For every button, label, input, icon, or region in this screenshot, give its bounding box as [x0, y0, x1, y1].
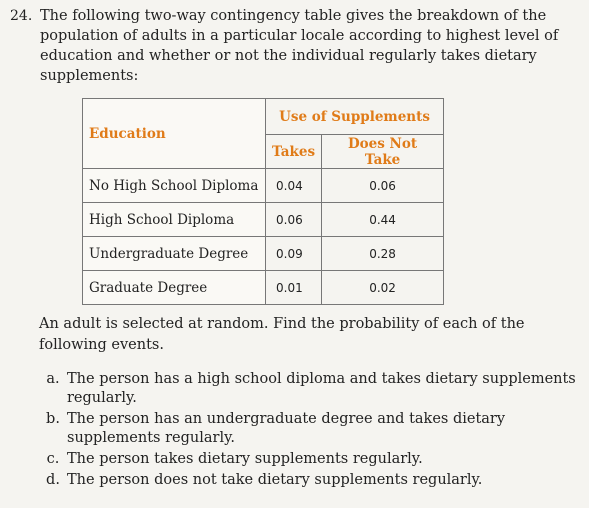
cell-takes: 0.06 — [264, 202, 323, 237]
column-header-takes: Takes — [264, 134, 323, 169]
row-label: Undergraduate Degree — [82, 236, 266, 271]
problem-number: 24. — [10, 8, 33, 24]
cell-takes: 0.09 — [264, 236, 323, 271]
part-letter: b. — [46, 411, 60, 427]
list-item: d. The person does not take dietary supp… — [39, 471, 579, 490]
part-text: The person takes dietary supplements reg… — [67, 451, 423, 467]
part-letter: a. — [46, 371, 60, 387]
part-text: The person has an undergraduate degree a… — [67, 411, 506, 446]
list-item: a. The person has a high school diploma … — [39, 370, 579, 408]
table-row: Graduate Degree 0.01 0.02 — [82, 270, 445, 305]
cell-takes: 0.01 — [264, 270, 323, 305]
cell-does-not-take: 0.06 — [321, 168, 445, 203]
row-header-education: Education — [82, 98, 266, 169]
list-item: b. The person has an undergraduate degre… — [39, 410, 579, 448]
instruction-text: An adult is selected at random. Find the… — [39, 316, 525, 353]
row-label: No High School Diploma — [82, 168, 266, 203]
cell-does-not-take: 0.44 — [321, 202, 445, 237]
parts-list: a. The person has a high school diploma … — [39, 370, 579, 492]
list-item: c. The person takes dietary supplements … — [39, 450, 579, 469]
cell-does-not-take: 0.28 — [321, 236, 445, 271]
part-letter: c. — [46, 451, 60, 467]
cell-does-not-take: 0.02 — [321, 270, 445, 305]
part-text: The person does not take dietary supplem… — [67, 472, 483, 488]
problem-block: 24. The following two-way contingency ta… — [10, 6, 580, 86]
row-label: High School Diploma — [82, 202, 266, 237]
table-row: High School Diploma 0.06 0.44 — [82, 202, 445, 237]
problem-statement: The following two-way contingency table … — [40, 8, 559, 84]
part-text: The person has a high school diploma and… — [67, 371, 576, 406]
table-row: Undergraduate Degree 0.09 0.28 — [82, 236, 445, 271]
contingency-table: Education Use of Supplements Takes Does … — [82, 98, 445, 305]
row-label: Graduate Degree — [82, 270, 266, 305]
column-header-does-not-take: Does Not Take — [321, 134, 445, 169]
column-group-header: Use of Supplements — [264, 98, 445, 135]
table-row: No High School Diploma 0.04 0.06 — [82, 168, 445, 203]
part-letter: d. — [46, 472, 60, 488]
cell-takes: 0.04 — [264, 168, 323, 203]
